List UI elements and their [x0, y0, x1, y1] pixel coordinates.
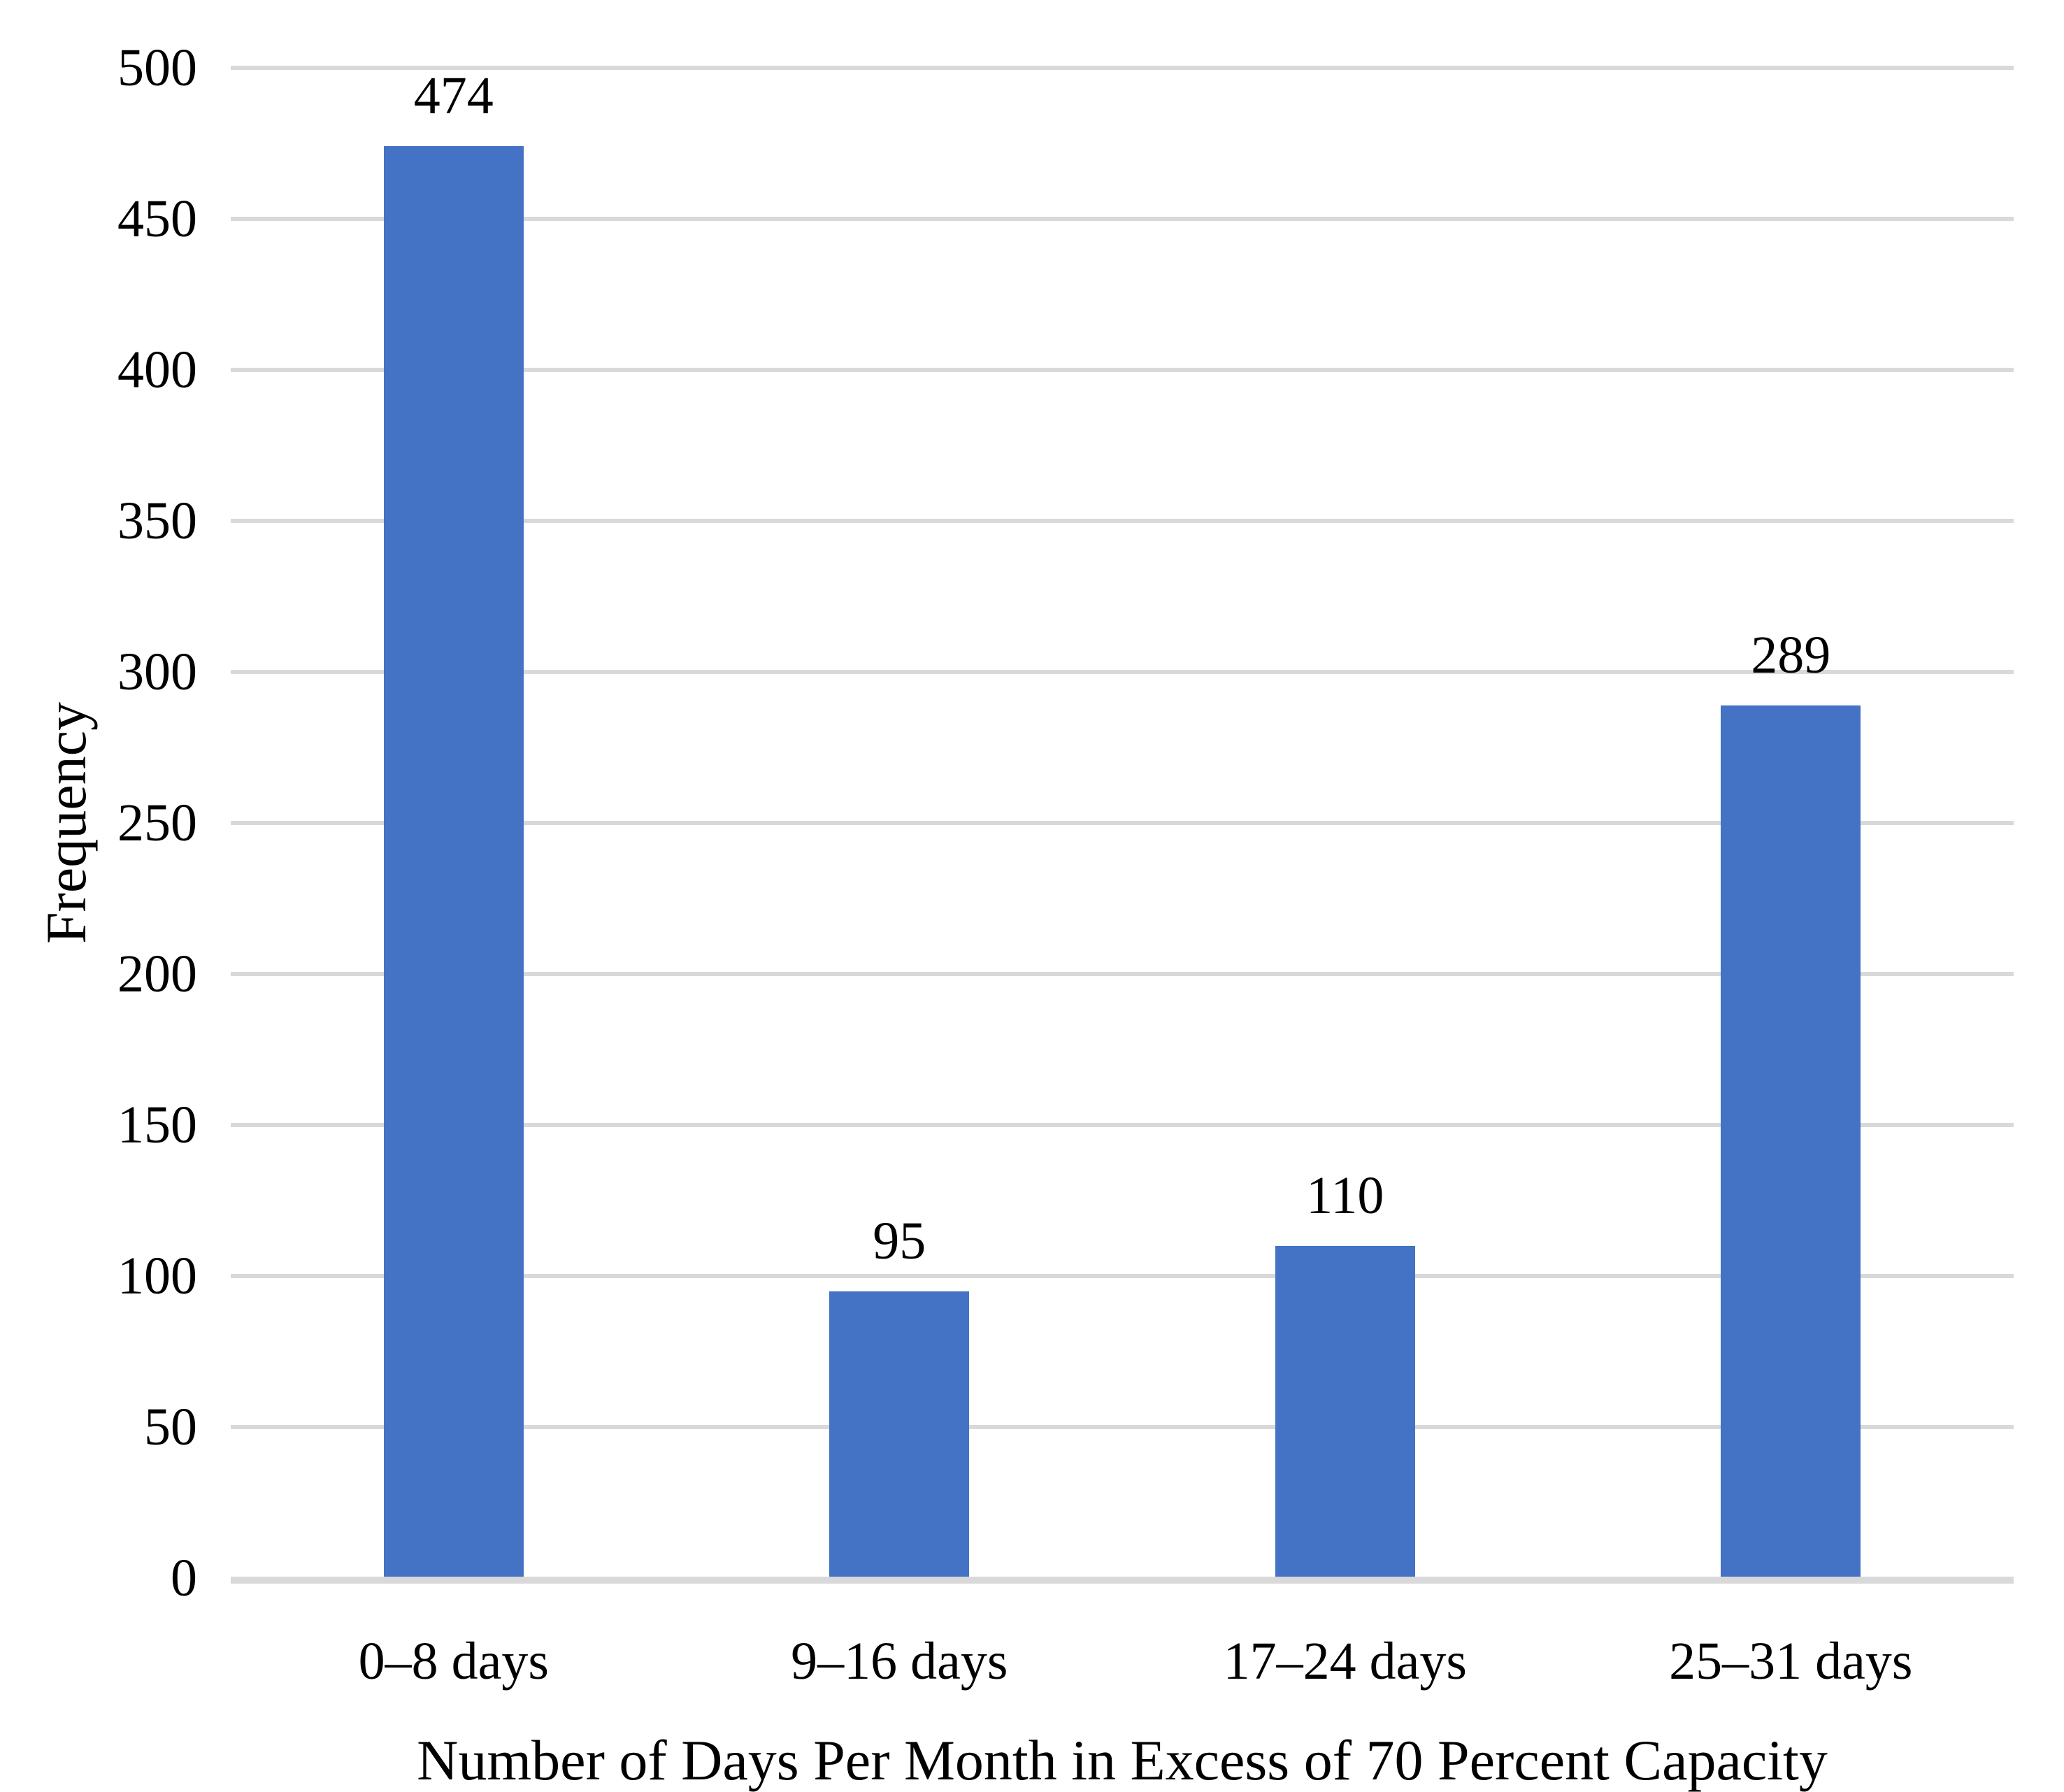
gridline: [231, 368, 2014, 372]
y-tick-label: 50: [144, 1398, 197, 1456]
gridline: [231, 1123, 2014, 1127]
x-tick-label: 25–31 days: [1669, 1632, 1913, 1691]
gridline: [231, 670, 2014, 674]
gridline: [231, 66, 2014, 70]
x-tick-label: 9–16 days: [791, 1632, 1008, 1691]
bar: [1275, 1245, 1415, 1578]
x-axis-title: Number of Days Per Month in Excess of 70…: [417, 1728, 1828, 1792]
y-tick-label: 250: [117, 794, 197, 852]
y-tick-label: 150: [117, 1096, 197, 1154]
x-tick-label: 17–24 days: [1223, 1632, 1467, 1691]
x-axis-line: [231, 1577, 2014, 1584]
bar: [383, 146, 524, 1578]
y-tick-label: 400: [117, 341, 197, 399]
gridline: [231, 972, 2014, 976]
gridline: [231, 217, 2014, 221]
x-tick-label: 0–8 days: [358, 1632, 549, 1691]
gridline: [231, 821, 2014, 825]
y-tick-label: 100: [117, 1247, 197, 1305]
y-tick-label: 0: [171, 1549, 197, 1607]
bar-value-label: 289: [1751, 625, 1831, 684]
y-tick-label: 200: [117, 945, 197, 1003]
gridline: [231, 1425, 2014, 1429]
y-tick-label: 300: [117, 643, 197, 701]
bar-value-label: 474: [413, 66, 494, 126]
bar: [1721, 705, 1861, 1578]
bar: [829, 1291, 970, 1578]
y-tick-label: 350: [117, 492, 197, 550]
gridline: [231, 1274, 2014, 1278]
gridline: [231, 519, 2014, 523]
bar-value-label: 110: [1306, 1166, 1384, 1225]
bar-value-label: 95: [873, 1211, 926, 1270]
y-tick-label: 450: [117, 189, 197, 248]
y-tick-label: 500: [117, 38, 197, 97]
